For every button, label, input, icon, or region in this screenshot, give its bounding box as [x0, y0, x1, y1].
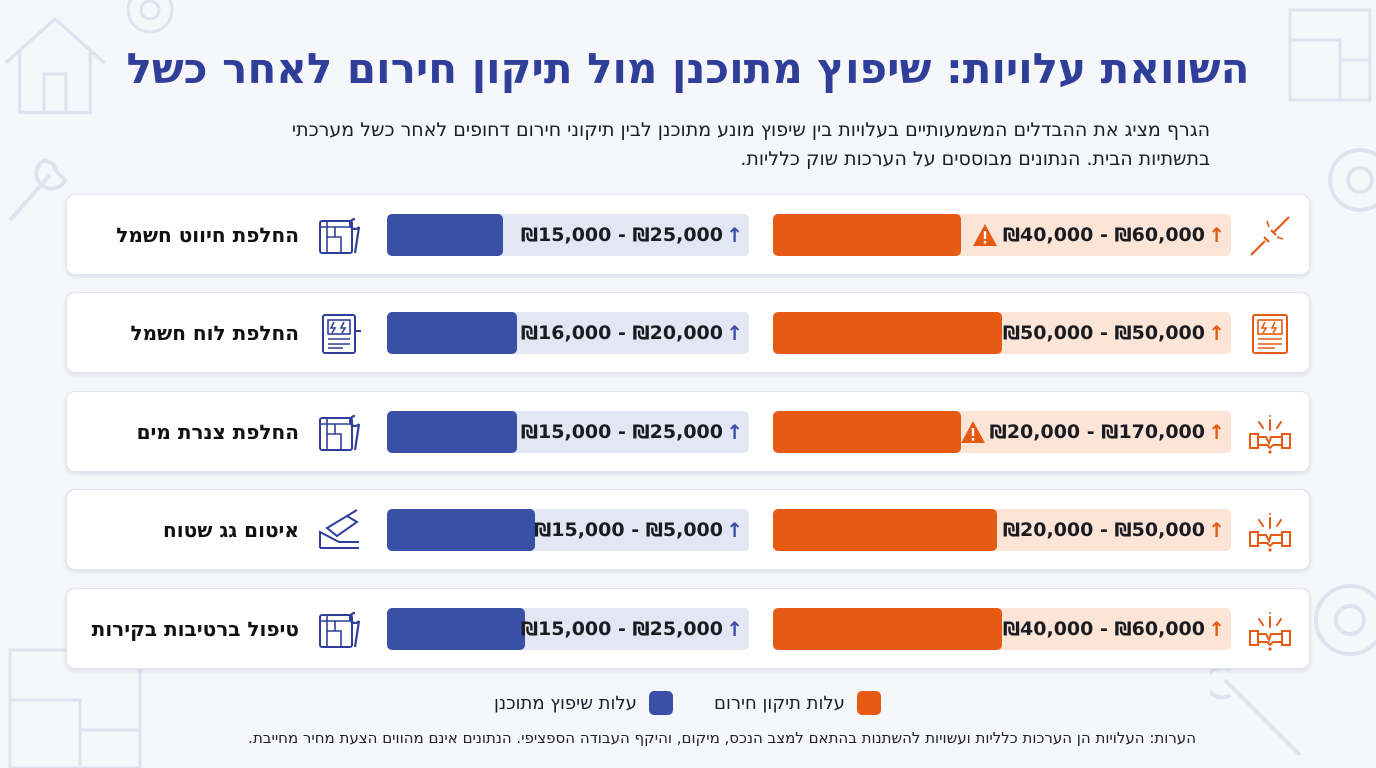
planned-bar-track: ₪15,000 - ₪5,000 ↑ — [387, 509, 749, 551]
legend-label-planned: עלות שיפוץ מתוכנן — [494, 692, 637, 714]
planned-bar-track: ₪16,000 - ₪20,000 ↑ — [387, 312, 749, 354]
burst-pipe-icon — [1247, 410, 1293, 456]
legend-swatch-emergency — [856, 691, 881, 715]
emergency-range-label: ₪40,000 - ₪60,000 — [1002, 618, 1205, 640]
emergency-range-label: ₪20,000 - ₪50,000 — [1002, 519, 1205, 541]
planned-bar — [387, 214, 503, 256]
roof-trowel-icon — [317, 508, 363, 554]
chart-row: איטום גג שטוח ₪15,000 - ₪5,000 ↑ ₪20,000 - … — [66, 489, 1310, 570]
up-arrow-icon: ↑ — [726, 223, 743, 247]
blueprint-wrench-icon — [317, 213, 363, 259]
legend-swatch-planned — [648, 691, 673, 715]
gear-outline-icon — [1314, 584, 1376, 656]
up-arrow-icon: ↑ — [726, 518, 743, 542]
up-arrow-icon: ↑ — [1208, 223, 1225, 247]
emergency-bar-track: ₪40,000 - ₪60,000 ↑ — [773, 608, 1231, 650]
emergency-bar-track: ₪20,000 - ₪170,000 ↑ — [773, 411, 1231, 453]
legend-item-planned: עלות שיפוץ מתוכנן — [494, 688, 673, 718]
planned-range-label: ₪16,000 - ₪20,000 — [520, 322, 723, 344]
category-label: החלפת לוח חשמל — [130, 321, 299, 345]
emergency-range-label: ₪40,000 - ₪60,000 — [1002, 224, 1205, 246]
up-arrow-icon: ↑ — [726, 321, 743, 345]
gear-outline-icon — [1328, 148, 1376, 212]
legend-label-emergency: עלות תיקון חירום — [714, 692, 845, 714]
emergency-bar — [773, 509, 998, 551]
planned-bar — [387, 509, 536, 551]
category-label: החלפת צנרת מים — [136, 420, 299, 444]
up-arrow-icon: ↑ — [1208, 420, 1225, 444]
chart-note: הערות: העלויות הן הערכות כלליות ועשויות … — [248, 729, 1196, 747]
up-arrow-icon: ↑ — [726, 420, 743, 444]
burst-pipe-icon — [1247, 508, 1293, 554]
warning-icon — [972, 223, 998, 247]
emergency-bar — [773, 312, 1002, 354]
category-label: איטום גג שטוח — [163, 518, 299, 542]
emergency-range-label: ₪20,000 - ₪170,000 — [989, 421, 1205, 443]
emergency-range-label: ₪50,000 - ₪50,000 — [1002, 322, 1205, 344]
chart-row: החלפת צנרת מים ₪15,000 - ₪25,000 ↑ ₪20,000 … — [66, 391, 1310, 472]
blueprint-wrench-icon — [317, 410, 363, 456]
chart-row: טיפול ברטיבות בקירות ₪15,000 - ₪25,000 ↑ ₪4… — [66, 588, 1310, 669]
chart-legend: עלות תיקון חירום עלות שיפוץ מתוכנן — [0, 688, 1376, 718]
warning-icon — [960, 420, 986, 444]
planned-bar-track: ₪15,000 - ₪25,000 ↑ — [387, 411, 749, 453]
up-arrow-icon: ↑ — [1208, 518, 1225, 542]
broken-wire-icon — [1247, 213, 1293, 259]
chart-row: החלפת חיווט חשמל ₪15,000 - ₪25,000 ↑ ₪40,00… — [66, 194, 1310, 275]
blueprint-outline-icon — [1288, 8, 1372, 102]
planned-range-label: ₪15,000 - ₪25,000 — [520, 421, 723, 443]
emergency-bar-track: ₪20,000 - ₪50,000 ↑ — [773, 509, 1231, 551]
planned-bar — [387, 411, 518, 453]
category-label: החלפת חיווט חשמל — [116, 223, 299, 247]
emergency-bar — [773, 411, 961, 453]
planned-bar-track: ₪15,000 - ₪25,000 ↑ — [387, 214, 749, 256]
blueprint-wrench-icon — [317, 607, 363, 653]
gear-outline-icon — [126, 0, 174, 34]
planned-range-label: ₪15,000 - ₪25,000 — [520, 224, 723, 246]
planned-bar-track: ₪15,000 - ₪25,000 ↑ — [387, 608, 749, 650]
subtitle-line-1: הגרף מציג את ההבדלים המשמעותיים בעלויות … — [291, 119, 1210, 141]
chart-title: השוואת עלויות: שיפוץ מתוכנן מול תיקון חי… — [126, 44, 1250, 93]
planned-bar — [387, 608, 525, 650]
subtitle-line-2: בתשתיות הבית. הנתונים מבוססים על הערכות … — [740, 148, 1210, 170]
chart-row: החלפת לוח חשמל ₪16,000 - ₪20,000 ↑ ₪50,000 … — [66, 292, 1310, 373]
house-outline-icon — [4, 16, 106, 115]
chart-subtitle: הגרף מציג את ההבדלים המשמעותיים בעלויות … — [170, 116, 1210, 174]
electrical-panel-icon — [1247, 311, 1293, 357]
planned-range-label: ₪15,000 - ₪5,000 — [534, 519, 723, 541]
up-arrow-icon: ↑ — [726, 617, 743, 641]
electrical-panel-icon — [317, 311, 363, 357]
emergency-bar — [773, 214, 961, 256]
burst-pipe-icon — [1247, 607, 1293, 653]
emergency-bar — [773, 608, 1002, 650]
emergency-bar-track: ₪40,000 - ₪60,000 ↑ — [773, 214, 1231, 256]
emergency-bar-track: ₪50,000 - ₪50,000 ↑ — [773, 312, 1231, 354]
planned-range-label: ₪15,000 - ₪25,000 — [520, 618, 723, 640]
up-arrow-icon: ↑ — [1208, 617, 1225, 641]
wrench-outline-icon — [8, 157, 68, 222]
legend-item-emergency: עלות תיקון חירום — [714, 688, 881, 718]
planned-bar — [387, 312, 518, 354]
category-label: טיפול ברטיבות בקירות — [91, 617, 299, 641]
up-arrow-icon: ↑ — [1208, 321, 1225, 345]
